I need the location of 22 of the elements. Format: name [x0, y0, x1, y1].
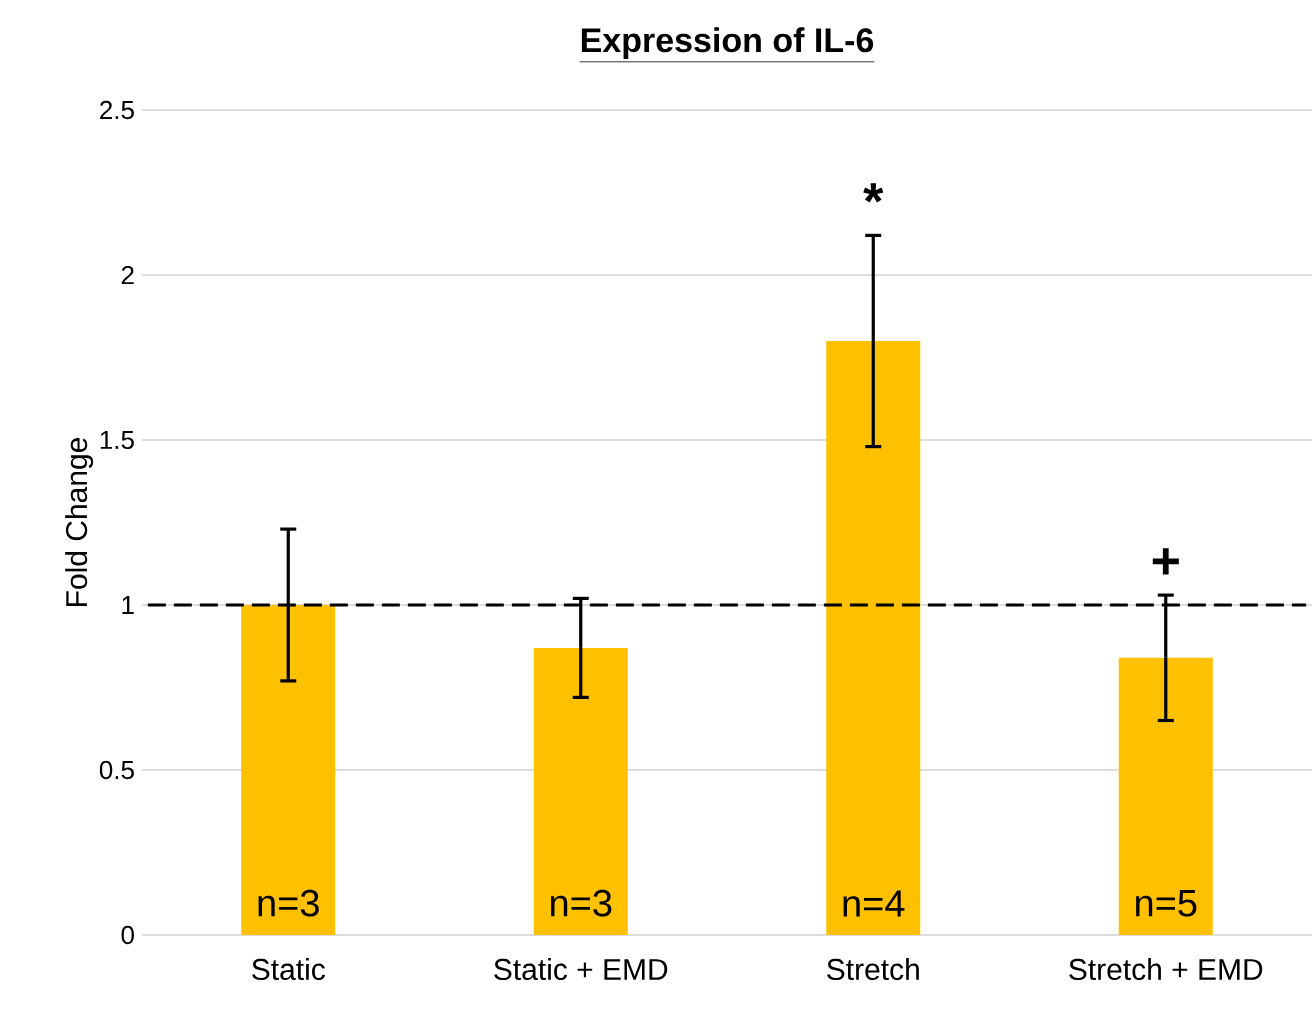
annotation: * — [863, 183, 884, 203]
y-tick-label: 2.5 — [100, 100, 134, 120]
annotation: n=3 — [258, 889, 319, 917]
x-tick-label: Stretch + EMD — [1069, 958, 1263, 981]
x-tick-label: Static + EMD — [494, 958, 668, 981]
x-tick-label: Static — [252, 958, 325, 981]
annotation: + — [1152, 548, 1179, 575]
bar — [241, 605, 336, 935]
chart-title: Expression of IL-6 — [581, 27, 874, 60]
x-tick-label: Stretch — [827, 958, 919, 981]
y-tick-label: 1 — [122, 596, 134, 614]
bar — [533, 647, 628, 935]
bar — [1118, 657, 1213, 935]
annotation: n=5 — [1136, 890, 1197, 917]
annotation: n=3 — [551, 889, 612, 917]
bar — [826, 341, 921, 935]
y-tick-label: 2 — [121, 265, 134, 285]
y-tick-label: 0 — [121, 925, 134, 945]
y-tick-label: 0.5 — [99, 760, 134, 780]
y-axis-title: Fold Change — [65, 438, 94, 606]
annotation: n=4 — [843, 890, 905, 917]
y-tick-label: 1.5 — [100, 430, 134, 450]
